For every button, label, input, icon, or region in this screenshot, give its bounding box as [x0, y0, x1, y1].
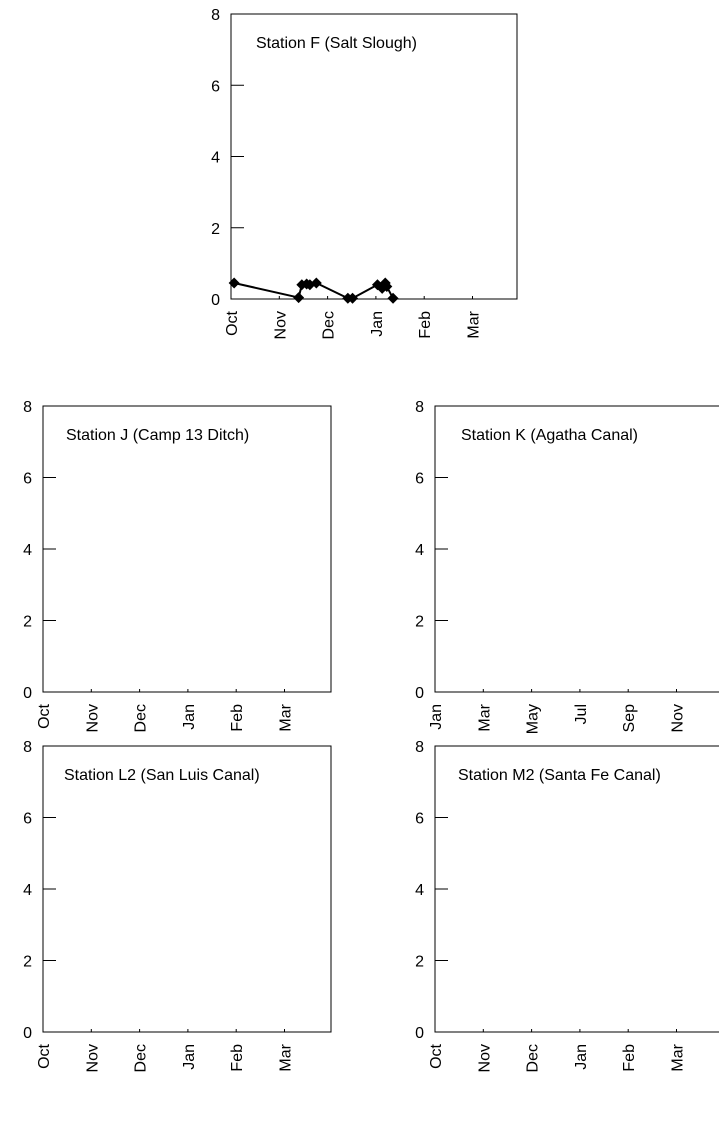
x-tick-label: Feb [229, 704, 246, 732]
plot-frame [42, 405, 332, 693]
x-tick-label: Oct [36, 703, 53, 728]
chart-panel-3: 0 2 4 6 8 Jan Mar May Jul Sep Nov Station K (Agatha… [415, 399, 719, 734]
y-tick-label: 8 [415, 739, 424, 756]
x-tick-label: Jan [428, 704, 445, 730]
chart-title: Station K (Agatha Canal) [461, 427, 638, 444]
x-tick-label: Dec [525, 1044, 542, 1072]
x-tick-label: Nov [272, 311, 289, 339]
x-tick-label: Dec [133, 704, 150, 732]
y-tick-label: 6 [415, 811, 424, 828]
chart-title: Station F (Salt Slough) [256, 35, 417, 52]
y-tick-label: 8 [23, 739, 32, 756]
x-tick-label: Feb [621, 1044, 638, 1072]
plot-frame [434, 405, 719, 693]
data-point [347, 292, 359, 304]
data-point [228, 277, 240, 289]
x-tick-label: Jan [369, 311, 386, 337]
x-tick-label: Nov [84, 704, 101, 732]
y-tick-label: 8 [211, 7, 220, 24]
x-tick-label: Dec [133, 1044, 150, 1072]
chart-title: Station L2 (San Luis Canal) [64, 767, 260, 784]
x-tick-label: Nov [476, 1044, 493, 1072]
y-tick-label: 8 [23, 399, 32, 416]
x-tick-label: Jan [573, 1044, 590, 1070]
y-tick-label: 6 [23, 471, 32, 488]
y-tick-label: 0 [415, 1025, 424, 1042]
x-tick-label: Mar [466, 310, 483, 338]
y-tick-label: 2 [415, 954, 424, 971]
y-tick-label: 0 [23, 685, 32, 702]
data-point [293, 292, 305, 304]
y-tick-label: 4 [415, 542, 424, 559]
x-tick-label: Dec [321, 311, 338, 339]
x-tick-label: Oct [224, 310, 241, 335]
y-tick-label: 6 [415, 471, 424, 488]
y-tick-label: 4 [415, 882, 424, 899]
x-tick-label: Jan [181, 1044, 198, 1070]
y-tick-label: 4 [23, 542, 32, 559]
data-point [310, 277, 322, 289]
x-tick-label: Oct [428, 1043, 445, 1068]
y-tick-label: 2 [415, 614, 424, 631]
x-tick-label: Oct [36, 1043, 53, 1068]
x-tick-label: Feb [417, 311, 434, 339]
x-tick-label: Mar [278, 703, 295, 731]
y-tick-label: 2 [23, 954, 32, 971]
plot-frame [230, 13, 518, 300]
y-tick-label: 6 [211, 78, 220, 95]
plot-frame [434, 745, 719, 1033]
x-tick-label: Mar [278, 1043, 295, 1071]
data-point [381, 281, 393, 293]
chart-panel-2: 0 2 4 6 8 Oct Nov Dec Jan Feb Mar Station J (Camp 1… [23, 399, 332, 732]
y-tick-label: 4 [211, 150, 220, 167]
x-tick-label: Mar [476, 703, 493, 731]
x-tick-label: May [525, 704, 542, 734]
chart-panel-4: 0 2 4 6 8 Oct Nov Dec Jan Feb Mar Station L2 (San L… [23, 739, 332, 1072]
chart-title: Station J (Camp 13 Ditch) [66, 427, 249, 444]
x-tick-label: Nov [84, 1044, 101, 1072]
x-tick-label: Feb [229, 1044, 246, 1072]
x-tick-label: Mar [670, 1043, 687, 1071]
x-tick-label: Jul [573, 704, 590, 724]
data-point [387, 292, 399, 304]
y-tick-label: 0 [415, 685, 424, 702]
y-tick-label: 0 [23, 1025, 32, 1042]
x-tick-label: Jan [181, 704, 198, 730]
y-tick-label: 4 [23, 882, 32, 899]
y-tick-label: 2 [23, 614, 32, 631]
chart-panel-1: 0 2 4 6 8 Oct Nov Dec Jan Feb Mar Station F (Salt S… [211, 7, 518, 339]
chart-panel-5: 0 2 4 6 8 Oct Nov Dec Jan Feb Mar Station M2 (Santa… [415, 739, 719, 1072]
y-tick-label: 6 [23, 811, 32, 828]
chart-title: Station M2 (Santa Fe Canal) [458, 767, 661, 784]
y-tick-label: 2 [211, 221, 220, 238]
x-tick-label: Sep [621, 704, 638, 733]
plot-frame [42, 745, 332, 1033]
y-tick-label: 0 [211, 292, 220, 309]
x-tick-label: Nov [670, 704, 687, 732]
y-tick-label: 8 [415, 399, 424, 416]
